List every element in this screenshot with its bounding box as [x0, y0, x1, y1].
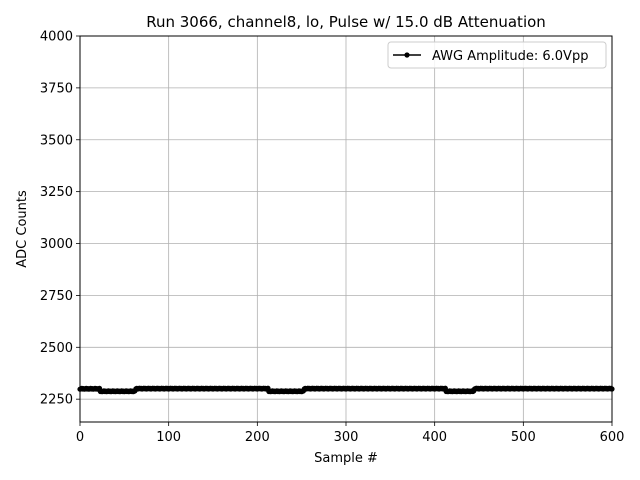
legend-box: [387, 41, 607, 69]
y-tick-label: 3750: [40, 81, 73, 96]
y-tick-label: 4000: [40, 30, 73, 45]
y-tick-label: 2750: [40, 289, 73, 304]
x-tick-label: 600: [600, 430, 625, 445]
y-axis-label: ADC Counts: [15, 190, 30, 268]
x-tick-label: 400: [422, 430, 447, 445]
legend-marker: [404, 52, 410, 58]
y-tick-label: 2500: [40, 341, 73, 356]
x-tick-label: 300: [334, 430, 359, 445]
y-tick-label: 2250: [40, 393, 73, 408]
x-axis-label: Sample #: [314, 451, 378, 466]
x-tick-label: 500: [511, 430, 536, 445]
x-tick-label: 100: [156, 430, 181, 445]
y-tick-label: 3500: [40, 133, 73, 148]
ticks: 0 100 200 300 400 500 600 2250 2500 2750 3000 3250 3…: [40, 30, 625, 446]
y-tick-label: 3000: [40, 237, 73, 252]
legend: AWG Amplitude: 6.0Vpp: [387, 41, 607, 69]
chart-title: Run 3066, channel8, lo, Pulse w/ 15.0 dB…: [146, 13, 546, 31]
x-tick-label: 200: [245, 430, 270, 445]
series-layer: [77, 385, 615, 395]
grid: [79, 35, 613, 422]
legend-entry: AWG Amplitude: 6.0Vpp: [432, 49, 588, 64]
series-markers: [77, 385, 615, 395]
x-tick-label: 0: [76, 430, 84, 445]
y-tick-label: 3250: [40, 185, 73, 200]
